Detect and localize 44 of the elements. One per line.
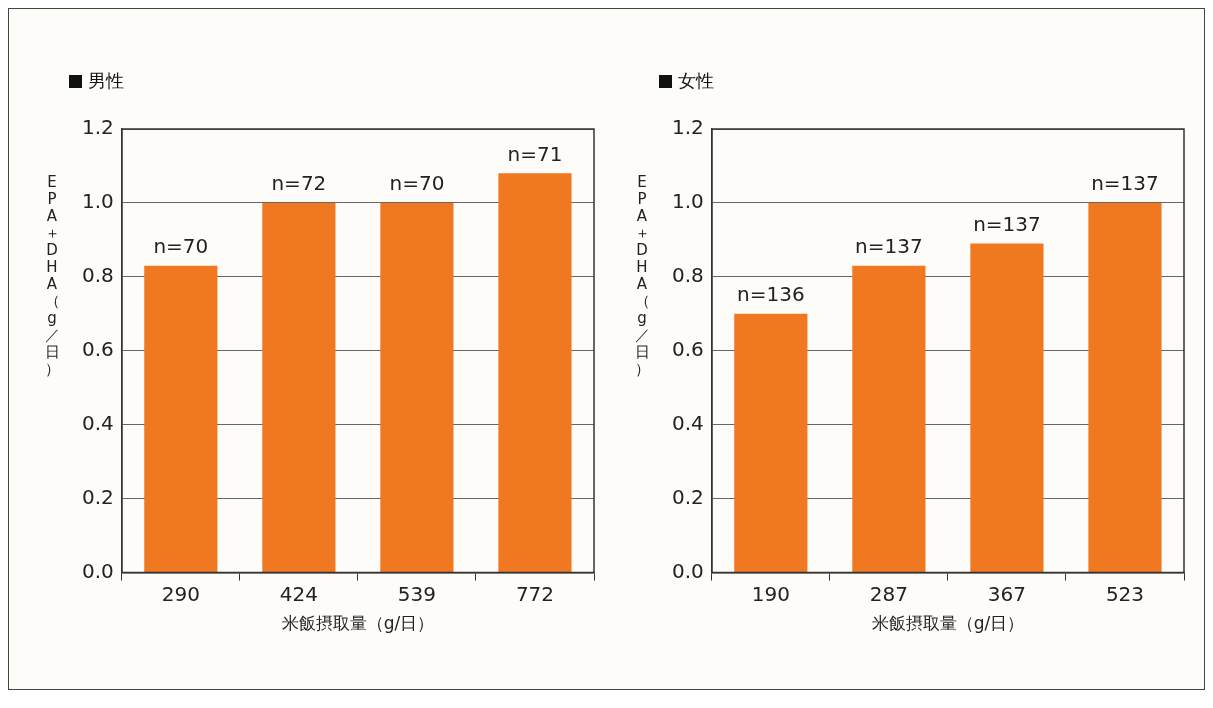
y-tick-label: 0.2 (671, 484, 704, 509)
annotation: n=70 (153, 233, 209, 258)
x-tick-label: 772 (515, 581, 555, 606)
y-tick-label: 0.0 (671, 558, 704, 583)
text: EPA＋DHA（g／日） (634, 173, 650, 378)
x-tick-label: 523 (1105, 581, 1145, 606)
x-tick-label: 290 (161, 581, 200, 606)
annotation: n=137 (1091, 171, 1159, 196)
annotation: n=137 (973, 211, 1041, 236)
y-tick-label: 0.2 (81, 484, 114, 509)
bar (262, 202, 336, 573)
bar (144, 265, 218, 573)
bar (970, 243, 1044, 573)
y-tick-label: 1.2 (671, 115, 704, 140)
x-tick-label: 424 (279, 581, 318, 606)
y-tick-label: 0.8 (671, 263, 704, 288)
chart-title: 女性 (678, 69, 714, 93)
x-tick-label: 539 (397, 581, 437, 606)
y-tick-label: 0.4 (81, 410, 114, 435)
x-tick-label: 287 (869, 581, 908, 606)
bar (852, 265, 926, 573)
annotation: n=137 (855, 233, 923, 258)
annotation: n=136 (737, 282, 805, 307)
bar (734, 313, 808, 573)
annotation: n=70 (389, 171, 445, 196)
x-tick-label: 190 (751, 581, 790, 606)
y-tick-label: 0.6 (671, 337, 704, 361)
y-tick-label: 1.2 (81, 115, 114, 140)
y-tick-label: 0.0 (81, 558, 114, 583)
y-tick-label: 0.8 (81, 263, 114, 288)
chart-title: 男性 (88, 69, 124, 93)
bar (498, 173, 572, 573)
x-axis-title: 米飯摂取量（g/日） (871, 613, 1025, 634)
x-tick-label: 367 (987, 581, 1027, 606)
bar (1088, 202, 1162, 573)
y-tick-label: 0.4 (671, 410, 704, 435)
bar (380, 202, 454, 573)
x-axis-title: 米飯摂取量（g/日） (281, 613, 435, 634)
text: EPA＋DHA（g／日） (44, 173, 60, 378)
y-tick-label: 1.0 (671, 189, 704, 214)
annotation: n=71 (507, 141, 563, 166)
annotation: n=72 (271, 171, 327, 196)
y-tick-label: 1.0 (81, 189, 114, 214)
y-tick-label: 0.6 (81, 337, 114, 361)
